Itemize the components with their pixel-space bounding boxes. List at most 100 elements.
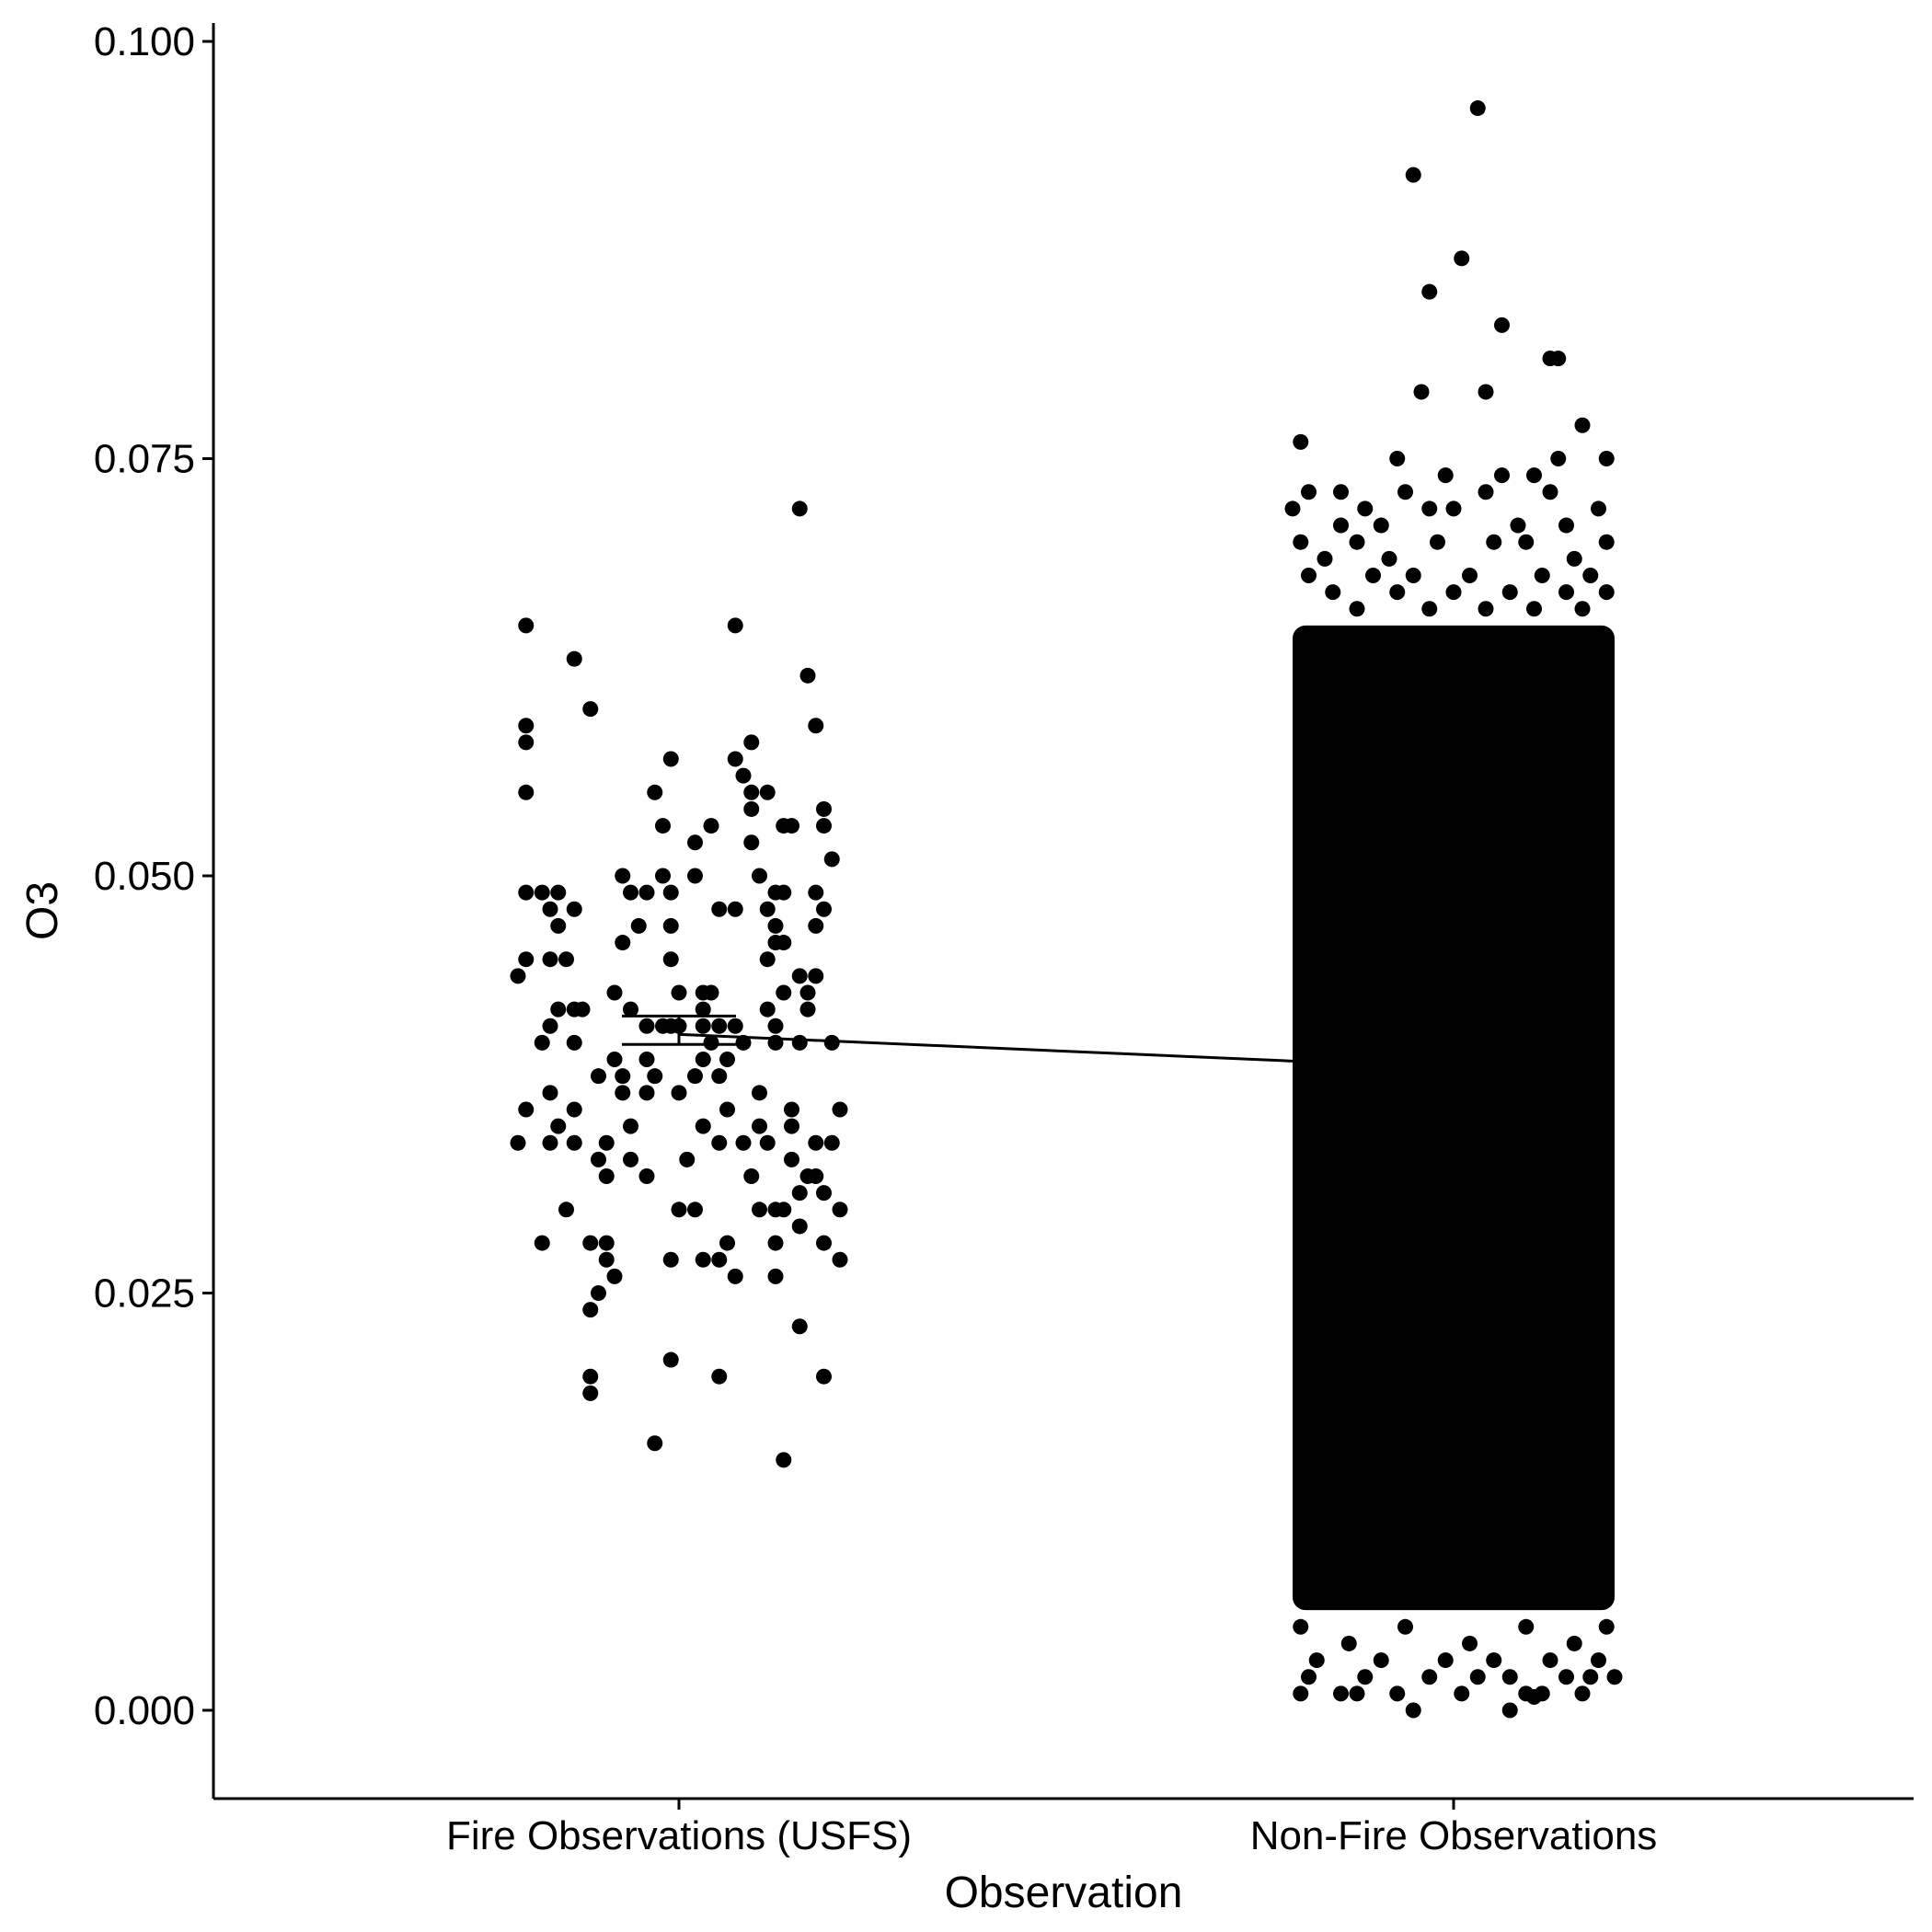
fire-observation-point [832, 1251, 848, 1268]
fire-observation-point [776, 1452, 792, 1468]
fire-observation-point [687, 834, 703, 851]
fire-observation-point [823, 1034, 840, 1051]
fire-observation-point [823, 851, 840, 868]
non-fire-observation-point [1421, 283, 1438, 300]
fire-observation-point [606, 1268, 623, 1284]
non-fire-observation-point [1365, 567, 1381, 583]
non-fire-observation-point [1454, 1685, 1470, 1702]
fire-observation-point [638, 1052, 655, 1068]
x-axis-ticks: Fire Observations (USFS) Non-Fire Observa… [446, 1799, 1657, 1858]
non-fire-observation-point [1349, 534, 1365, 550]
non-fire-observation-point [1301, 567, 1317, 583]
fire-observation-point [703, 818, 719, 834]
non-fire-observation-point [1325, 584, 1341, 601]
fire-observation-point [591, 1068, 606, 1085]
fire-observation-point [743, 734, 760, 751]
non-fire-observation-point [1462, 1635, 1478, 1651]
non-fire-observation-point [1421, 601, 1438, 617]
fire-observation-point [598, 1134, 615, 1151]
non-fire-observation-point [1405, 167, 1421, 183]
fire-observation-point [542, 1134, 558, 1151]
fire-observation-point [550, 1118, 567, 1134]
fire-observation-point [808, 917, 824, 934]
fire-observation-point [655, 818, 671, 834]
fire-observation-point [542, 1085, 558, 1101]
non-fire-observation-point [1405, 1702, 1421, 1719]
fire-observation-point [799, 984, 816, 1001]
non-fire-observation-point [1598, 1618, 1615, 1635]
non-fire-observation-point [1598, 534, 1615, 550]
fire-observation-point [623, 1151, 638, 1167]
non-fire-observation-point [1373, 1652, 1389, 1669]
fire-observation-point [582, 1385, 599, 1401]
non-fire-observation-point [1582, 1669, 1599, 1685]
fire-observation-point [759, 901, 776, 917]
fire-observation-point [711, 1134, 728, 1151]
non-fire-observation-point [1293, 1618, 1309, 1635]
non-fire-observation-point [1437, 1652, 1454, 1669]
non-fire-observation-point [1293, 1685, 1309, 1702]
non-fire-observation-point [1566, 1635, 1582, 1651]
non-fire-observation-point [1478, 601, 1494, 617]
non-fire-observation-point [1308, 1652, 1325, 1669]
non-fire-observation-point [1469, 1669, 1486, 1685]
fire-observation-point [598, 1235, 615, 1251]
non-fire-observation-point [1542, 1652, 1558, 1669]
fire-observation-point [752, 1118, 767, 1134]
fire-observation-point [687, 1068, 703, 1085]
non-fire-observation-point [1582, 567, 1599, 583]
fire-observation-point [816, 1368, 832, 1385]
fire-observation-point [606, 984, 623, 1001]
fire-observation-point [647, 784, 663, 800]
fire-observation-point [638, 1168, 655, 1185]
fire-observation-point [832, 1101, 848, 1118]
fire-observation-point [711, 1251, 728, 1268]
fire-observation-point [574, 1001, 591, 1018]
non-fire-observation-point [1486, 534, 1502, 550]
fire-observation-point [510, 1134, 526, 1151]
fire-observation-point [759, 1134, 776, 1151]
fire-observation-point [655, 868, 671, 884]
fire-observation-point [735, 767, 752, 784]
non-fire-observation-point [1574, 1685, 1591, 1702]
fire-observation-point [695, 1018, 711, 1034]
non-fire-observation-point [1373, 517, 1389, 534]
fire-observation-point [799, 667, 816, 684]
fire-observation-point [638, 1018, 655, 1034]
fire-observation-point [816, 1185, 832, 1202]
fire-observation-point [776, 884, 792, 901]
fire-observation-point [752, 868, 767, 884]
fire-observation-point [808, 1134, 824, 1151]
fire-observation-point [808, 718, 824, 734]
fire-observation-point [695, 1118, 711, 1134]
non-fire-observation-point [1558, 1669, 1574, 1685]
fire-observation-point [598, 1168, 615, 1185]
non-fire-observation-point [1558, 584, 1574, 601]
fire-observation-point [727, 1268, 743, 1284]
fire-observation-point [727, 1018, 743, 1034]
fire-observation-point [711, 1368, 728, 1385]
fire-observation-point [759, 951, 776, 968]
non-fire-observation-point [1462, 567, 1478, 583]
non-fire-observation-point [1333, 517, 1349, 534]
non-fire-observation-point [1357, 1669, 1374, 1685]
fire-observation-point [582, 1235, 599, 1251]
fire-observation-point [542, 951, 558, 968]
fire-observation-point [711, 901, 728, 917]
fire-observation-point [816, 901, 832, 917]
non-fire-observation-point [1550, 451, 1567, 466]
non-fire-observation-point [1389, 584, 1406, 601]
fire-observation-point [606, 1052, 623, 1068]
fire-observation-point [550, 1001, 567, 1018]
fire-observation-point [510, 968, 526, 984]
non-fire-observation-point [1397, 484, 1413, 500]
fire-observation-point [727, 751, 743, 767]
fire-observation-point [615, 935, 631, 951]
non-fire-observation-point [1510, 517, 1526, 534]
non-fire-observation-point [1494, 316, 1510, 333]
fire-observation-point [566, 1101, 582, 1118]
fire-observation-point [647, 1435, 663, 1452]
non-fire-observation-point [1501, 1702, 1518, 1719]
fire-observation-point [518, 951, 535, 968]
